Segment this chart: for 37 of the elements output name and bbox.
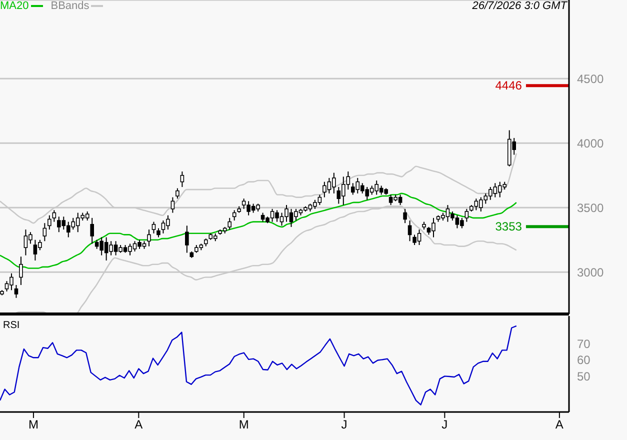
candlestick (147, 229, 151, 247)
x-tick-label: M (28, 418, 38, 432)
y-tick-label: 4000 (577, 136, 604, 150)
candlestick (156, 228, 160, 238)
candlestick (14, 284, 18, 298)
candlestick (232, 210, 236, 222)
legend-label: MA20 (0, 0, 29, 12)
candlestick (19, 256, 23, 286)
x-tick-label: A (555, 418, 564, 432)
x-tick-label: M (238, 418, 249, 432)
candlestick (408, 220, 412, 242)
y-tick-label: 3000 (577, 265, 604, 280)
ref-line-label: 3353 (495, 220, 522, 234)
x-tick-label: A (134, 418, 143, 432)
candlestick (403, 208, 407, 224)
candlestick (52, 210, 56, 222)
candlestick (90, 217, 94, 244)
candlestick (185, 225, 189, 254)
candlestick (42, 222, 47, 242)
y-tick-label: 60 (577, 353, 591, 368)
annotation: 26/7/2026 3:0 GMT (472, 0, 567, 12)
candlestick (48, 214, 52, 230)
x-tick-label: J (442, 418, 448, 432)
y-tick-label: 3500 (577, 200, 604, 215)
y-tick-label: 50 (577, 369, 591, 384)
y-tick-label: 4500 (577, 72, 604, 86)
y-tick-label: 70 (577, 336, 591, 351)
candlestick (228, 217, 232, 230)
ref-line-label: 4446 (495, 78, 522, 93)
candlestick (176, 188, 180, 200)
chart-title: RSI (3, 320, 20, 331)
candlestick (180, 171, 184, 188)
candlestick (170, 196, 175, 214)
candlestick (152, 221, 156, 234)
legend-label: BBands (50, 0, 90, 12)
x-tick-label: J (341, 418, 348, 432)
candlestick (464, 208, 469, 222)
